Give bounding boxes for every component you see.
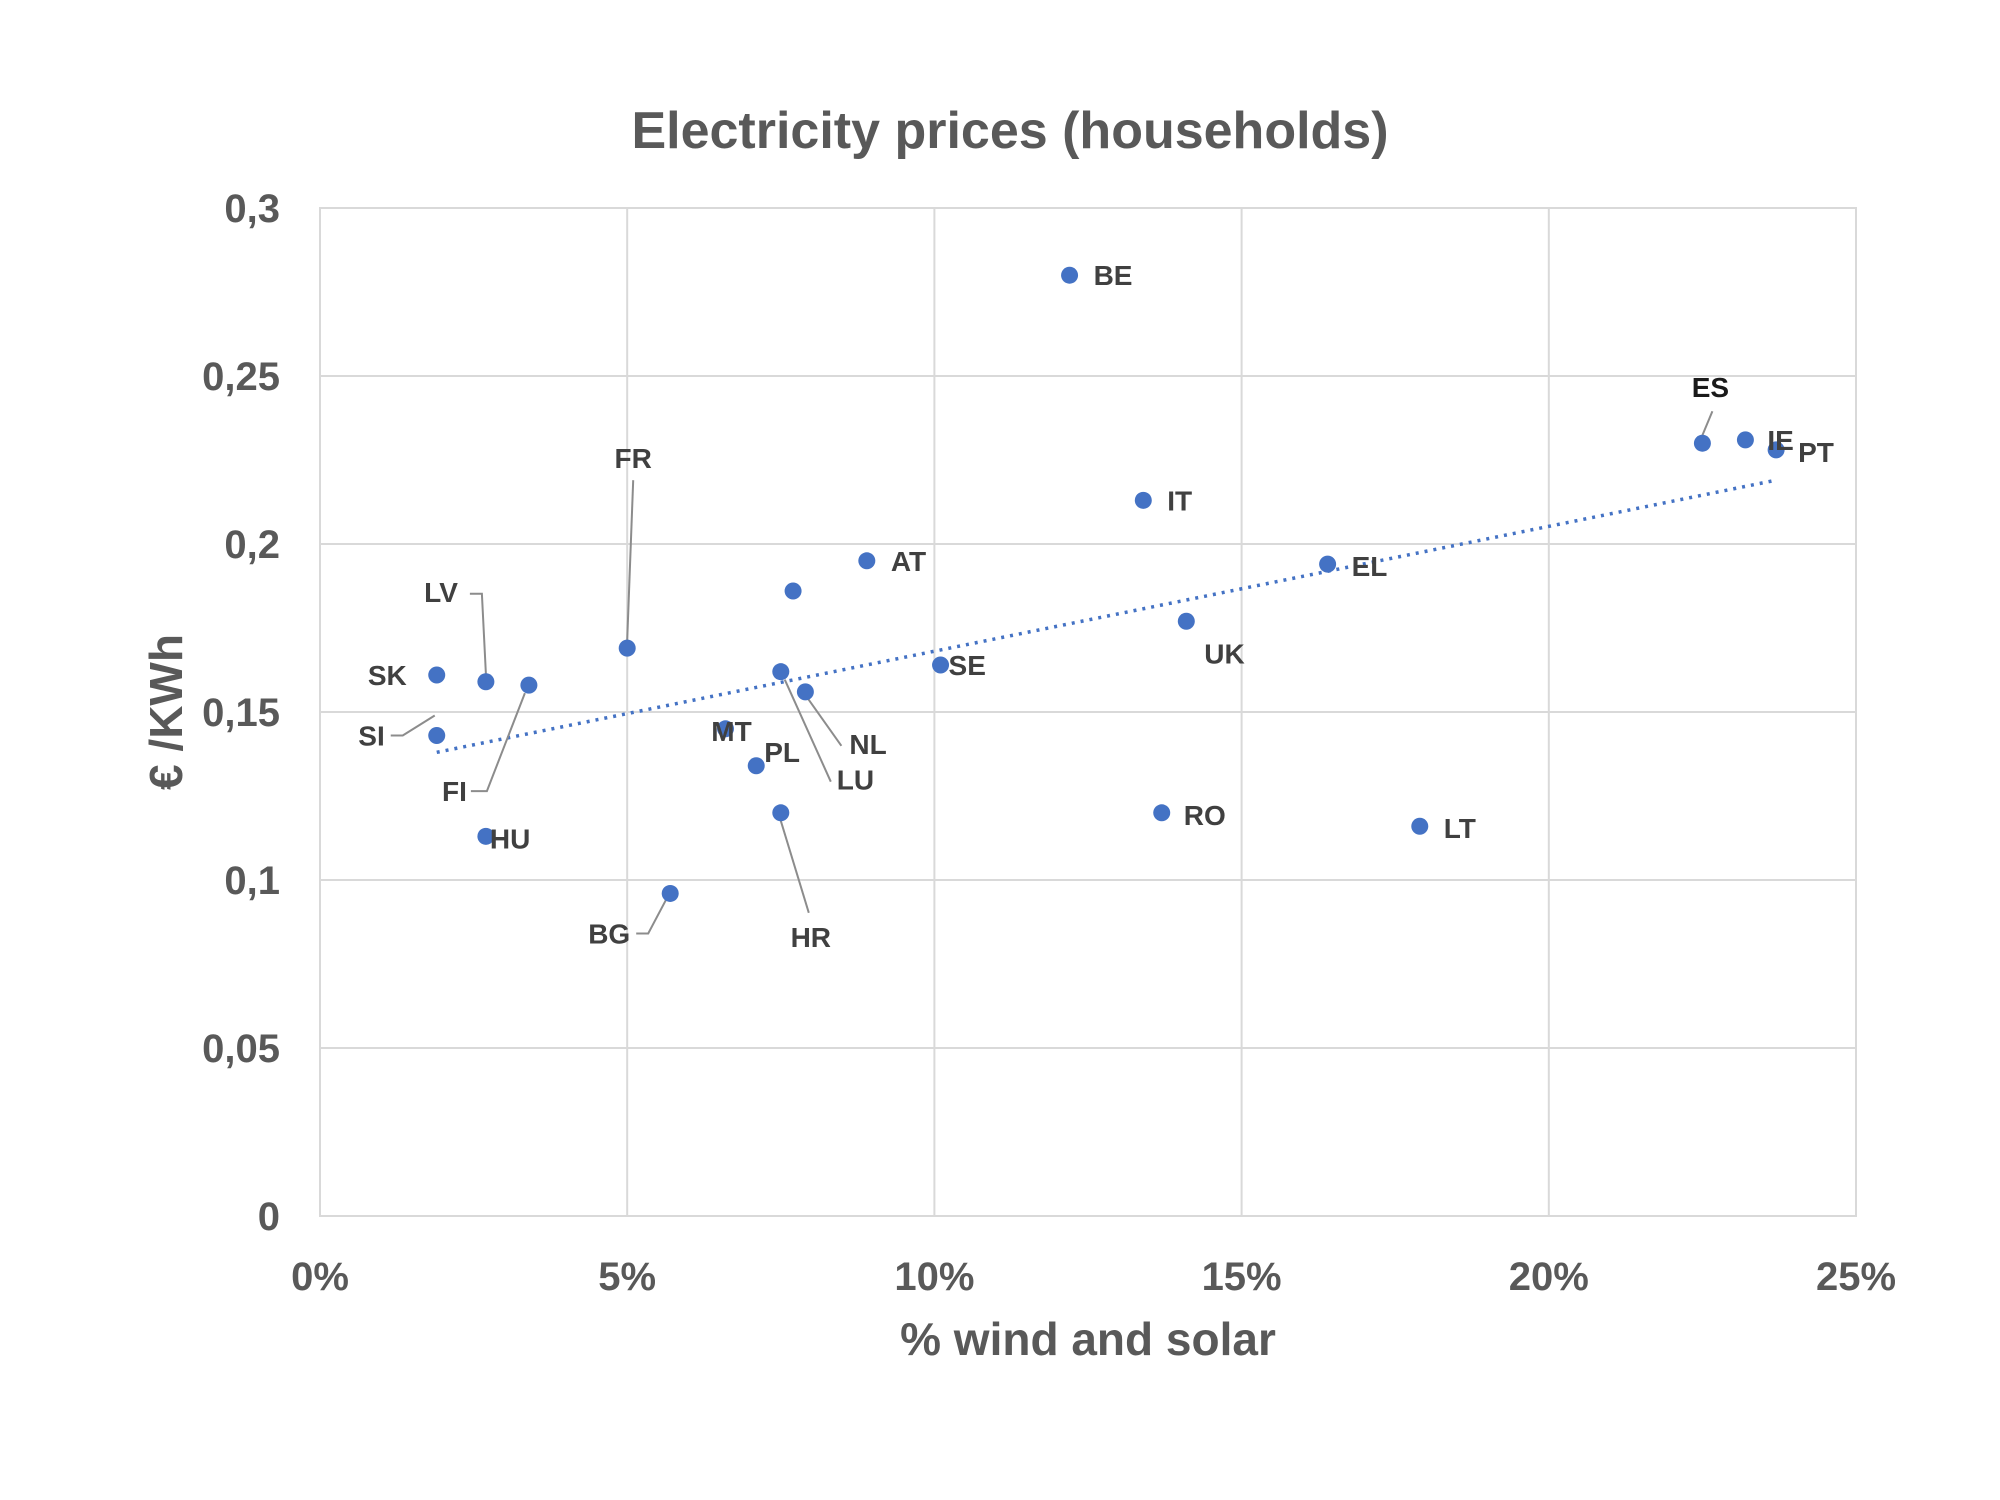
data-label-si: SI — [358, 721, 384, 752]
data-point-si — [428, 727, 446, 745]
data-label-se: SE — [949, 650, 986, 681]
data-point-ro — [1153, 804, 1171, 822]
chart-title: Electricity prices (households) — [631, 102, 1388, 160]
y-axis-title: € /KWh — [140, 634, 192, 790]
data-point-uk — [1177, 612, 1195, 630]
y-tick-label: 0,3 — [224, 187, 280, 231]
data-point-lt — [1411, 817, 1429, 835]
data-point-fr — [618, 639, 636, 657]
data-point-fi — [520, 676, 538, 694]
data-label-it: IT — [1167, 485, 1192, 516]
data-point-at — [858, 552, 876, 570]
data-label-hu: HU — [490, 823, 530, 854]
data-point-es — [1693, 434, 1711, 452]
leader-line-lv — [469, 592, 487, 674]
x-axis-ticks: 0% 5% 10% 15% 20% 25% — [291, 1255, 1896, 1299]
data-label-el: EL — [1352, 551, 1388, 582]
data-point-el — [1319, 555, 1337, 573]
data-label-uk: UK — [1204, 638, 1244, 669]
data-label-ro: RO — [1184, 800, 1226, 831]
data-label-be: BE — [1094, 260, 1133, 291]
data-point — [784, 582, 802, 600]
data-point-lv — [477, 673, 495, 691]
x-tick-label: 10% — [894, 1255, 974, 1299]
data-label-fi: FI — [442, 776, 467, 807]
x-tick-label: 25% — [1816, 1255, 1896, 1299]
trendline-group — [436, 478, 1777, 755]
leader-line-fi — [470, 692, 526, 793]
data-point-lu — [772, 663, 790, 681]
data-label-sk: SK — [368, 660, 407, 691]
x-tick-label: 15% — [1202, 1255, 1282, 1299]
leader-line-fr — [626, 480, 635, 641]
y-tick-label: 0 — [258, 1195, 280, 1239]
y-tick-label: 0,25 — [202, 355, 280, 399]
x-tick-label: 20% — [1509, 1255, 1589, 1299]
leader-lines — [390, 410, 1714, 935]
leader-line-si — [390, 714, 436, 737]
data-points — [428, 266, 1785, 902]
data-label-es: ES — [1692, 372, 1729, 403]
x-tick-label: 0% — [291, 1255, 349, 1299]
y-tick-label: 0,15 — [202, 691, 280, 735]
leader-line-bg — [636, 898, 668, 935]
data-point-it — [1134, 491, 1152, 509]
data-point-pl — [747, 757, 765, 775]
data-label-ie: IE — [1767, 425, 1793, 456]
data-label-pt: PT — [1798, 437, 1834, 468]
data-point-bg — [661, 884, 679, 902]
y-axis-ticks: 0 0,05 0,1 0,15 0,2 0,25 0,3 — [202, 187, 280, 1239]
data-label-bg: BG — [588, 918, 630, 949]
data-labels: BE ES IE PT FR IT AT EL LV UK SK FI SE LU NL SI MT PL RO HR… — [358, 260, 1834, 953]
data-point-se — [932, 656, 950, 674]
data-label-hr: HR — [791, 922, 831, 953]
data-point-nl — [796, 683, 814, 701]
x-tick-label: 5% — [598, 1255, 656, 1299]
data-point-mt — [717, 720, 735, 738]
trendline — [436, 478, 1777, 755]
data-point-hu — [477, 827, 495, 845]
data-label-at: AT — [891, 546, 926, 577]
data-label-lv: LV — [424, 577, 458, 608]
leader-line-nl — [806, 697, 843, 747]
data-point-hr — [772, 804, 790, 822]
data-point-pt — [1767, 441, 1785, 459]
y-tick-label: 0,2 — [224, 523, 280, 567]
leader-line-hr — [779, 820, 810, 914]
data-label-nl: NL — [849, 729, 886, 760]
y-tick-label: 0,05 — [202, 1027, 280, 1071]
leader-line-es — [1701, 410, 1714, 436]
gridlines — [319, 207, 1857, 1217]
data-label-lt: LT — [1444, 813, 1476, 844]
leader-line-lu — [783, 679, 832, 783]
data-point-be — [1061, 266, 1079, 284]
data-label-mt: MT — [711, 716, 751, 747]
data-label-fr: FR — [615, 443, 652, 474]
data-label-lu: LU — [837, 765, 874, 796]
x-axis-title: % wind and solar — [900, 1313, 1276, 1365]
data-label-pl: PL — [764, 737, 800, 768]
data-point-ie — [1736, 431, 1754, 449]
data-point-sk — [428, 666, 446, 684]
plot-area — [319, 207, 1857, 1217]
y-tick-label: 0,1 — [224, 859, 280, 903]
